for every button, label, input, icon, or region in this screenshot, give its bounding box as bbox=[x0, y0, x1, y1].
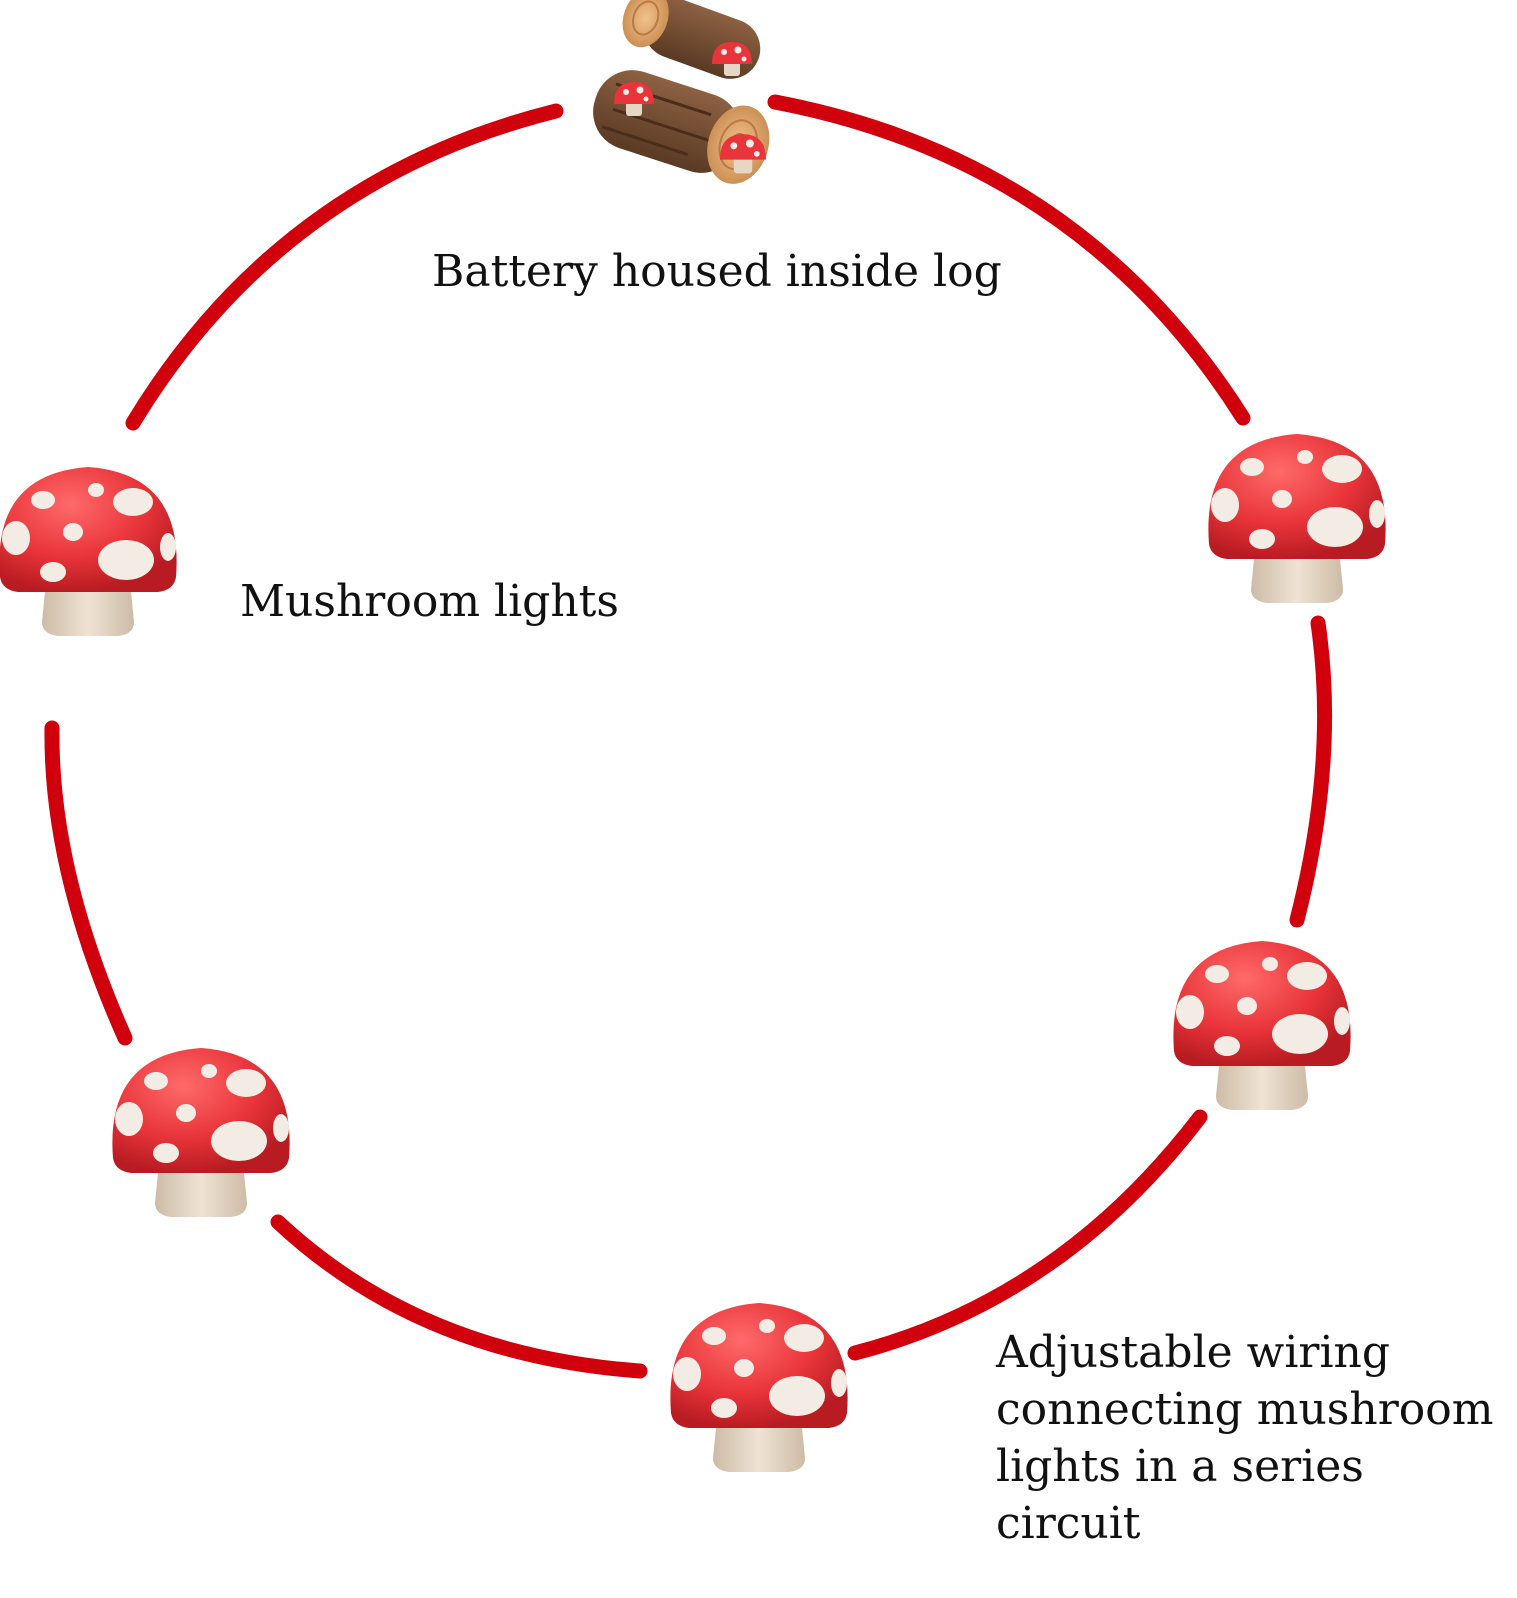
log-with-mushrooms-icon bbox=[593, 0, 770, 184]
battery-label: Battery housed inside log bbox=[432, 246, 1002, 297]
mushroom-light-right-upper bbox=[1208, 434, 1386, 603]
mushroom-light-right-lower bbox=[1173, 941, 1351, 1110]
wire-segment-right-lower-to-bottom bbox=[847, 1109, 1208, 1361]
mushroom-light-bottom bbox=[670, 1303, 848, 1472]
wiring-label: Adjustable wiring connecting mushroom li… bbox=[996, 1327, 1494, 1549]
wire-segment-left-to-log bbox=[125, 103, 564, 431]
wire-segment-right-upper-to-right-lower bbox=[1289, 615, 1333, 928]
wire-segment-log-to-right bbox=[767, 94, 1251, 426]
mushroom-lights-label: Mushroom lights bbox=[240, 576, 619, 627]
wire-segment-left-lower-to-left bbox=[44, 720, 133, 1046]
wire-segment-bottom-to-left-lower bbox=[270, 1214, 648, 1379]
mushroom-light-left bbox=[0, 467, 177, 636]
mushroom-light-left-lower bbox=[112, 1048, 290, 1217]
